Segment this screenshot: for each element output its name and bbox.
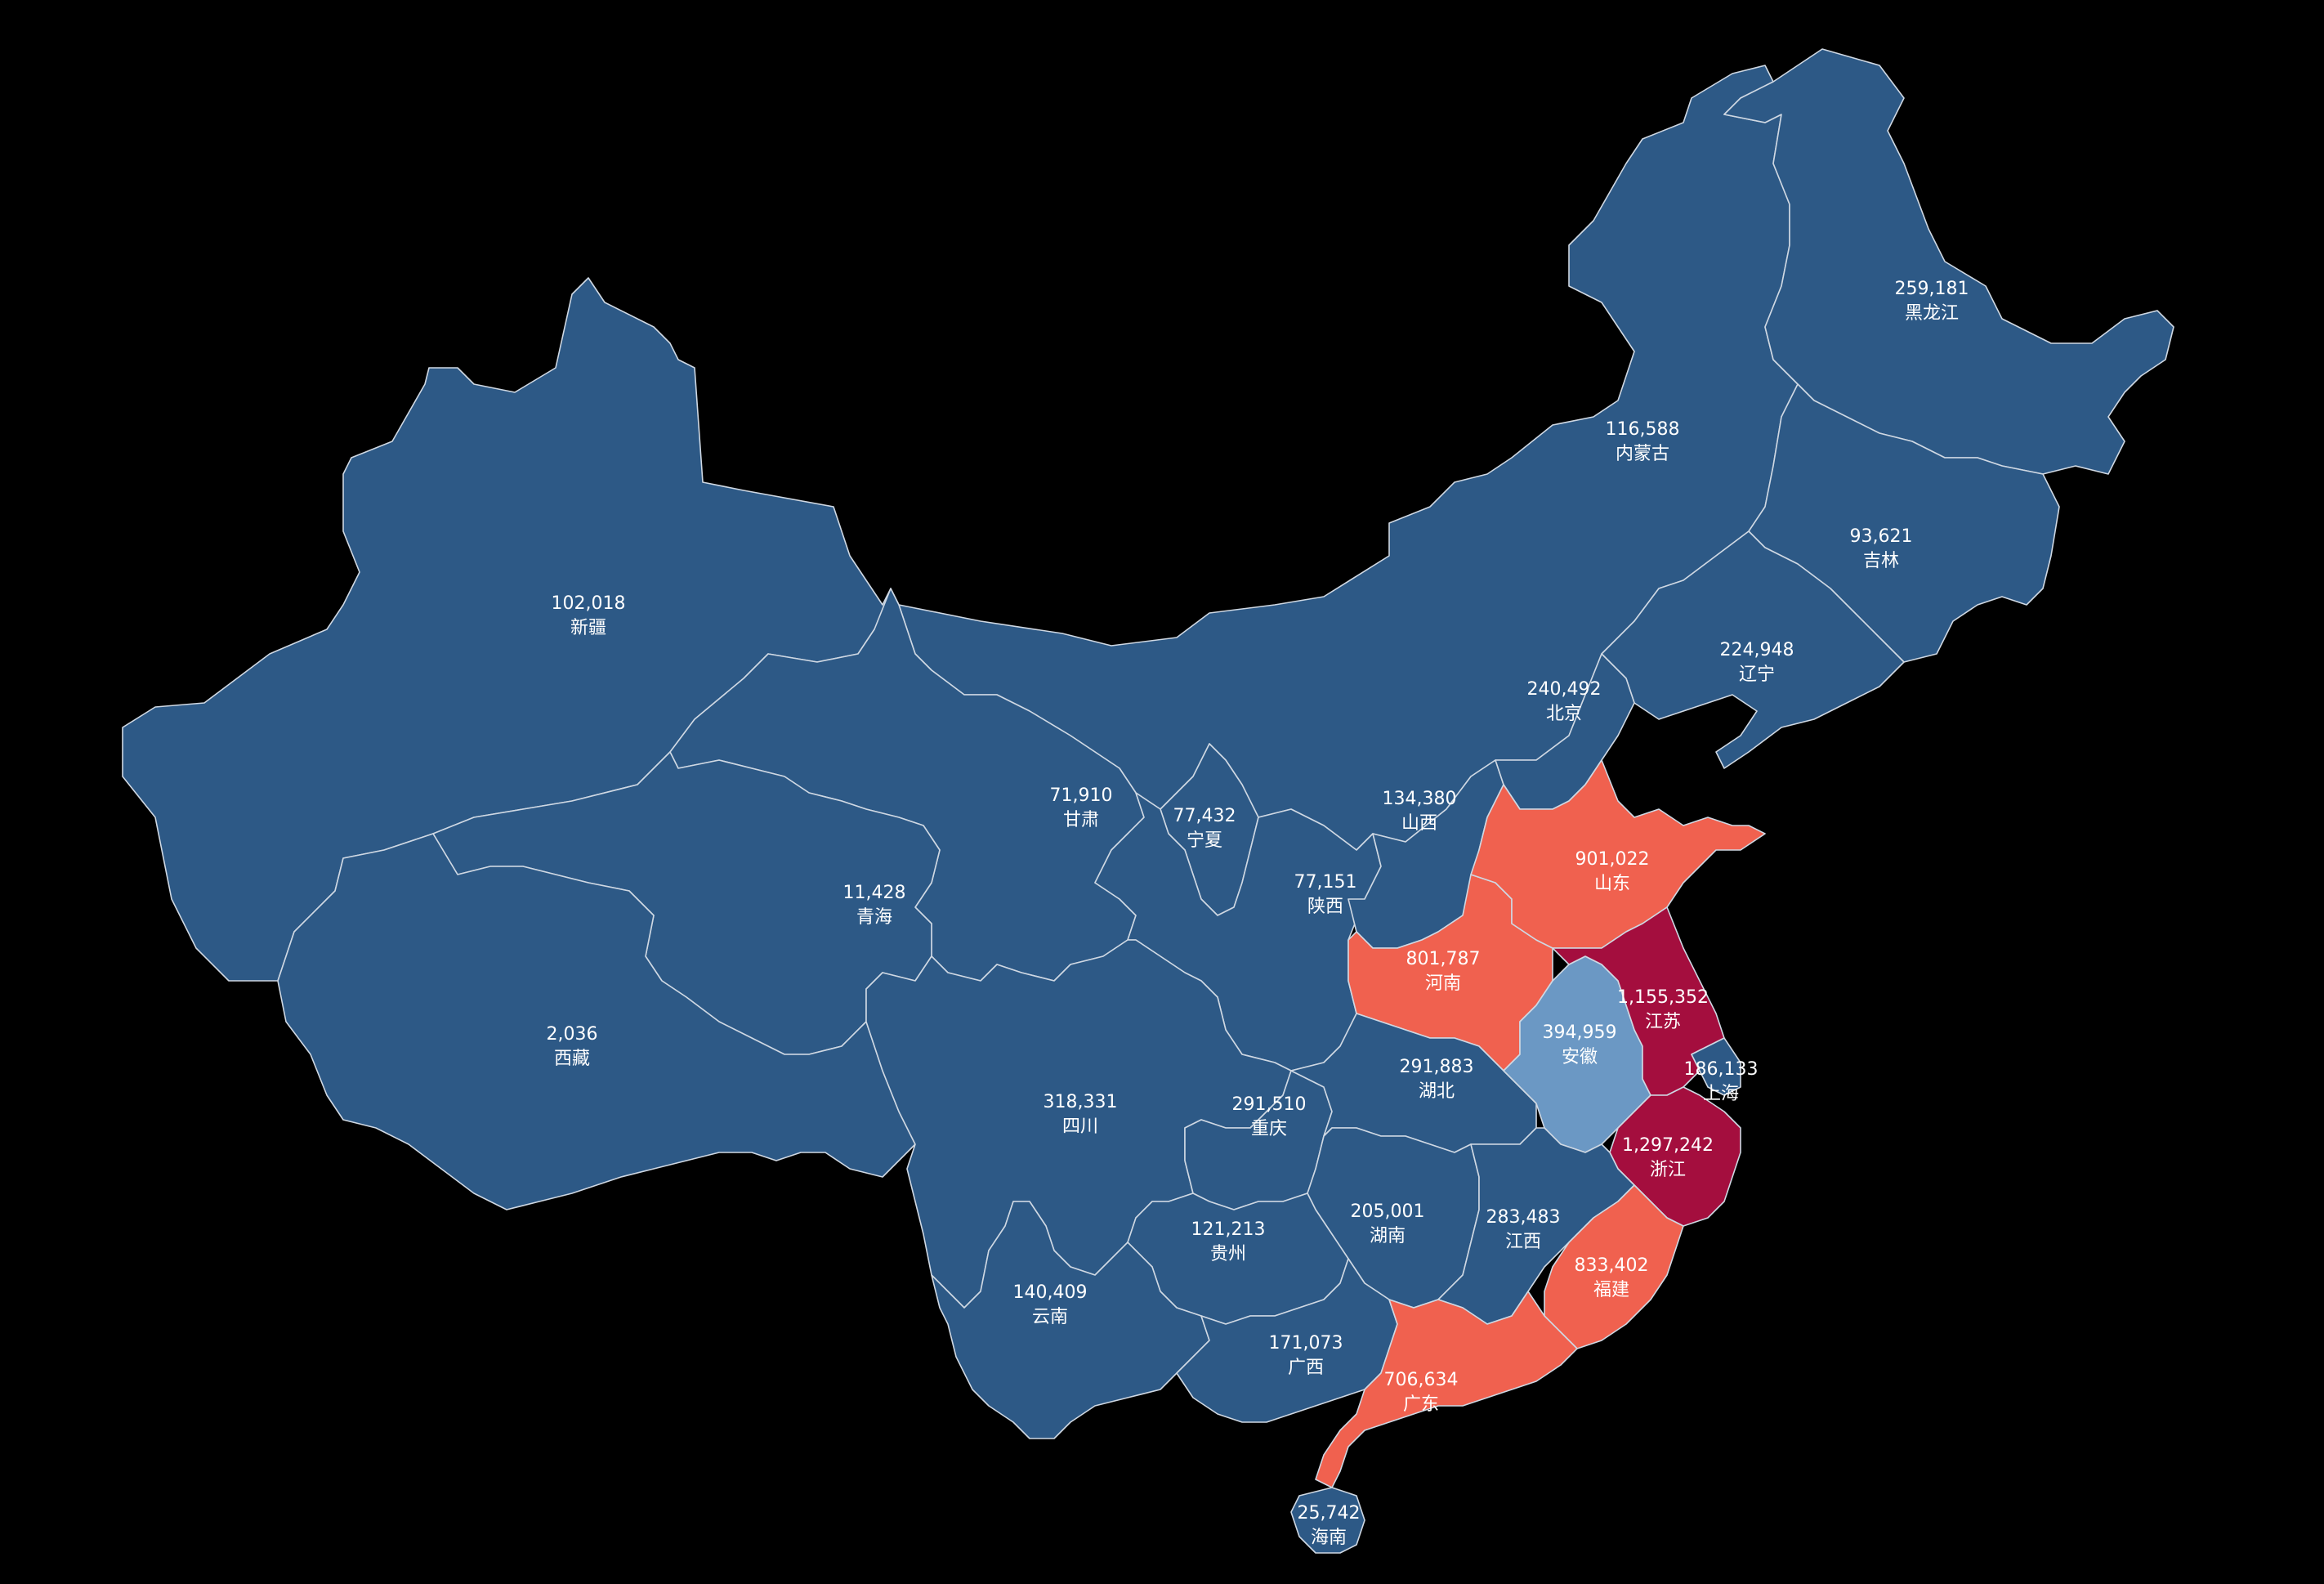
province-hainan[interactable] (1290, 1487, 1365, 1554)
value-beijing: 240,492 (1527, 679, 1602, 700)
label-jiangsu: 1,155,352 江苏 (1617, 987, 1709, 1032)
name-qinghai: 青海 (856, 907, 892, 928)
name-guangxi: 广西 (1288, 1358, 1324, 1378)
name-anhui: 安徽 (1562, 1047, 1598, 1067)
province-liaoning[interactable] (1601, 530, 1905, 769)
label-beijing: 240,492 北京 (1527, 679, 1602, 724)
label-gansu: 71,910 甘肃 (1050, 785, 1113, 830)
name-jiangsu: 江苏 (1645, 1012, 1681, 1032)
value-qinghai: 11,428 (843, 883, 906, 903)
value-chongqing: 291,510 (1232, 1094, 1307, 1115)
name-hubei: 湖北 (1419, 1081, 1455, 1102)
name-neimenggu: 内蒙古 (1616, 444, 1669, 464)
name-gansu: 甘肃 (1063, 810, 1099, 830)
value-neimenggu: 116,588 (1606, 419, 1680, 440)
value-sichuan: 318,331 (1044, 1092, 1118, 1112)
value-gansu: 71,910 (1050, 785, 1113, 806)
value-yunnan: 140,409 (1013, 1282, 1088, 1303)
name-xizang: 西藏 (554, 1049, 590, 1069)
label-henan: 801,787 河南 (1406, 949, 1481, 994)
value-shandong: 901,022 (1575, 849, 1650, 870)
label-hunan: 205,001 湖南 (1351, 1201, 1425, 1246)
name-guangdong: 广东 (1403, 1394, 1439, 1415)
label-shanxi: 134,380 山西 (1383, 789, 1457, 834)
name-hainan: 海南 (1311, 1528, 1347, 1548)
label-hainan: 25,742 海南 (1298, 1503, 1361, 1548)
label-sichuan: 318,331 四川 (1044, 1092, 1118, 1137)
value-shaanxi: 77,151 (1294, 872, 1357, 893)
name-fujian: 福建 (1593, 1280, 1629, 1300)
label-hubei: 291,883 湖北 (1400, 1057, 1474, 1102)
label-xinjiang: 102,018 新疆 (552, 593, 626, 638)
name-jilin: 吉林 (1863, 551, 1899, 571)
name-henan: 河南 (1425, 973, 1461, 994)
province-heilongjiang[interactable] (1723, 48, 2174, 475)
label-guangdong: 706,634 广东 (1384, 1370, 1459, 1415)
value-xinjiang: 102,018 (552, 593, 626, 614)
name-zhejiang: 浙江 (1650, 1160, 1686, 1180)
value-ningxia: 77,432 (1173, 806, 1236, 826)
label-zhejiang: 1,297,242 浙江 (1622, 1135, 1714, 1180)
region-labels: 102,018 新疆 2,036 西藏 11,428 青海 71,910 甘肃 … (547, 279, 1969, 1548)
value-jiangsu: 1,155,352 (1617, 987, 1709, 1008)
label-guangxi: 171,073 广西 (1269, 1333, 1343, 1378)
name-hunan: 湖南 (1370, 1226, 1406, 1246)
name-jiangxi: 江西 (1505, 1232, 1541, 1252)
label-neimenggu: 116,588 内蒙古 (1606, 419, 1680, 464)
label-jiangxi: 283,483 江西 (1486, 1207, 1561, 1252)
value-shanxi: 134,380 (1383, 789, 1457, 809)
label-qinghai: 11,428 青海 (843, 883, 906, 928)
value-jiangxi: 283,483 (1486, 1207, 1561, 1228)
label-xizang: 2,036 西藏 (547, 1024, 598, 1069)
label-liaoning: 224,948 辽宁 (1720, 640, 1794, 685)
name-shanghai: 上海 (1703, 1084, 1739, 1104)
label-fujian: 833,402 福建 (1575, 1255, 1649, 1300)
name-shaanxi: 陕西 (1307, 897, 1343, 917)
province-guangdong[interactable] (1315, 1291, 1578, 1488)
label-yunnan: 140,409 云南 (1013, 1282, 1088, 1327)
label-heilongjiang: 259,181 黑龙江 (1895, 279, 1969, 324)
value-fujian: 833,402 (1575, 1255, 1649, 1276)
name-xinjiang: 新疆 (570, 618, 606, 638)
name-liaoning: 辽宁 (1739, 664, 1775, 685)
label-shandong: 901,022 山东 (1575, 849, 1650, 894)
label-jilin: 93,621 吉林 (1850, 526, 1913, 571)
value-henan: 801,787 (1406, 949, 1481, 969)
label-chongqing: 291,510 重庆 (1232, 1094, 1307, 1139)
value-hunan: 205,001 (1351, 1201, 1425, 1222)
value-guizhou: 121,213 (1191, 1219, 1266, 1240)
value-liaoning: 224,948 (1720, 640, 1794, 660)
value-zhejiang: 1,297,242 (1622, 1135, 1714, 1156)
label-ningxia: 77,432 宁夏 (1173, 806, 1236, 851)
name-shandong: 山东 (1594, 874, 1630, 894)
value-guangdong: 706,634 (1384, 1370, 1459, 1390)
label-shaanxi: 77,151 陕西 (1294, 872, 1357, 917)
name-sichuan: 四川 (1062, 1116, 1098, 1137)
name-heilongjiang: 黑龙江 (1905, 303, 1959, 324)
value-hubei: 291,883 (1400, 1057, 1474, 1077)
value-jilin: 93,621 (1850, 526, 1913, 547)
label-guizhou: 121,213 贵州 (1191, 1219, 1266, 1264)
name-yunnan: 云南 (1032, 1307, 1068, 1327)
value-hainan: 25,742 (1298, 1503, 1361, 1524)
province-fujian[interactable] (1544, 1184, 1684, 1349)
province-yunnan[interactable] (931, 1201, 1210, 1439)
value-guangxi: 171,073 (1269, 1333, 1343, 1354)
name-shanxi: 山西 (1401, 813, 1437, 834)
label-shanghai: 186,133 上海 (1684, 1059, 1759, 1104)
value-shanghai: 186,133 (1684, 1059, 1759, 1080)
province-shanghai[interactable] (1691, 1037, 1741, 1096)
name-beijing: 北京 (1546, 704, 1582, 724)
name-ningxia: 宁夏 (1187, 830, 1222, 851)
name-chongqing: 重庆 (1251, 1119, 1287, 1139)
label-anhui: 394,959 安徽 (1543, 1022, 1617, 1067)
value-xizang: 2,036 (547, 1024, 598, 1045)
name-guizhou: 贵州 (1210, 1244, 1246, 1264)
value-anhui: 394,959 (1543, 1022, 1617, 1043)
value-heilongjiang: 259,181 (1895, 279, 1969, 299)
